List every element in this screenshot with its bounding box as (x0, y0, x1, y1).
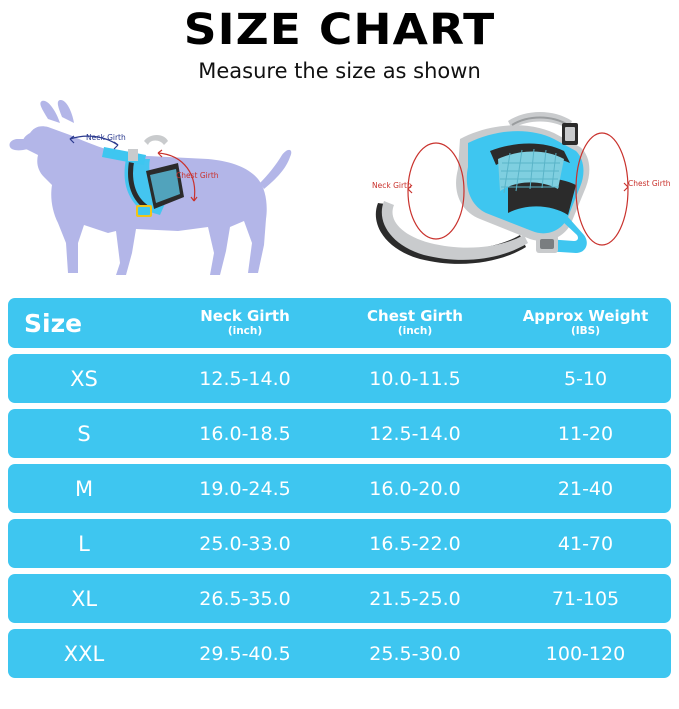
cell-weight: 21-40 (557, 477, 614, 500)
cell-neck: 25.0-33.0 (199, 532, 291, 555)
cell-size: L (78, 531, 90, 556)
table-row: XXL 29.5-40.5 25.5-30.0 100-120 (8, 629, 671, 678)
cell-chest: 10.0-11.5 (369, 367, 461, 390)
table-row: S 16.0-18.5 12.5-14.0 11-20 (8, 409, 671, 458)
cell-weight: 71-105 (551, 587, 620, 610)
cell-size: XL (70, 586, 98, 611)
dog-chest-girth-label: Chest Girth (176, 171, 219, 181)
product-chest-girth-label: Chest Girth (628, 179, 671, 189)
column-header-approx-weight-main: Approx Weight (522, 307, 649, 326)
cell-chest: 16.0-20.0 (369, 477, 461, 500)
page-subtitle: Measure the size as shown (198, 59, 481, 84)
column-header-neck-girth-main: Neck Girth (200, 307, 290, 326)
product-svg (375, 112, 629, 265)
cell-weight: 41-70 (557, 532, 614, 555)
column-header-size: Size (24, 308, 83, 338)
column-header-neck-girth-unit: (inch) (227, 324, 263, 337)
cell-weight: 100-120 (545, 642, 626, 665)
cell-weight: 5-10 (563, 367, 608, 390)
dog-illustration: Neck Girth Chest Girth (8, 93, 318, 293)
table-row: M 19.0-24.5 16.0-20.0 21-40 (8, 464, 671, 513)
column-header-neck-girth: Neck Girth (inch) (160, 307, 330, 337)
cell-size: XS (70, 366, 98, 391)
cell-weight: 11-20 (557, 422, 614, 445)
cell-neck: 19.0-24.5 (199, 477, 291, 500)
cell-chest: 25.5-30.0 (369, 642, 461, 665)
column-header-chest-girth: Chest Girth (inch) (330, 307, 500, 337)
page-title: SIZE CHART (183, 5, 496, 55)
column-header-approx-weight-unit: (IBS) (570, 324, 601, 337)
size-chart-page: SIZE CHART Measure the size as shown (0, 5, 679, 709)
table-row: XL 26.5-35.0 21.5-25.0 71-105 (8, 574, 671, 623)
table-header-row: Size Neck Girth (inch) Chest Girth (inch… (8, 298, 671, 348)
column-header-chest-girth-main: Chest Girth (367, 307, 463, 326)
dog-svg (9, 100, 292, 276)
table-row: XS 12.5-14.0 10.0-11.5 5-10 (8, 354, 671, 403)
dog-neck-girth-label: Neck Girth (86, 133, 126, 143)
cell-neck: 29.5-40.5 (199, 642, 291, 665)
illustration-area: Neck Girth Chest Girth (0, 93, 679, 293)
column-header-chest-girth-unit: (inch) (397, 324, 433, 337)
cell-neck: 12.5-14.0 (199, 367, 291, 390)
column-header-approx-weight: Approx Weight (IBS) (500, 307, 671, 337)
cell-chest: 16.5-22.0 (369, 532, 461, 555)
product-neck-girth-label: Neck Girth (372, 181, 412, 191)
cell-chest: 12.5-14.0 (369, 422, 461, 445)
cell-neck: 16.0-18.5 (199, 422, 291, 445)
product-illustration: Neck Girth Chest Girth (340, 93, 671, 293)
cell-size: S (77, 421, 91, 446)
cell-chest: 21.5-25.0 (369, 587, 461, 610)
cell-size: M (74, 476, 94, 501)
table-row: L 25.0-33.0 16.5-22.0 41-70 (8, 519, 671, 568)
size-table: Size Neck Girth (inch) Chest Girth (inch… (8, 298, 671, 684)
cell-neck: 26.5-35.0 (199, 587, 291, 610)
cell-size: XXL (63, 641, 105, 666)
